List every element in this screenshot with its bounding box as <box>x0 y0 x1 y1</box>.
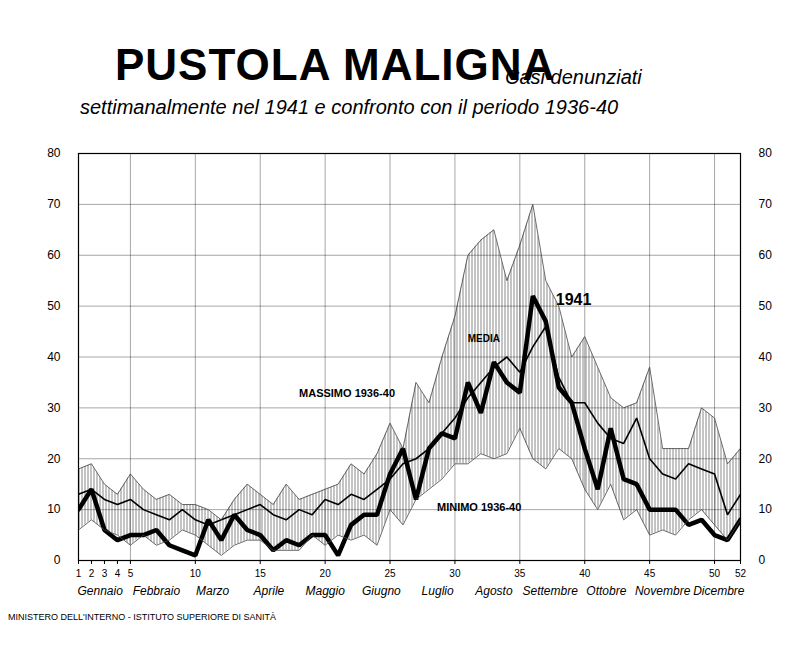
svg-text:30: 30 <box>47 401 61 415</box>
svg-text:50: 50 <box>47 299 61 313</box>
svg-text:10: 10 <box>759 502 773 516</box>
svg-text:20: 20 <box>47 452 61 466</box>
svg-text:Gennaio: Gennaio <box>77 584 123 598</box>
svg-text:1941: 1941 <box>556 291 592 308</box>
html-text:MINISTERO DELL'INTERNO - ISTIT: MINISTERO DELL'INTERNO - ISTITUTO SUPERI… <box>8 612 277 622</box>
svg-text:Ottobre: Ottobre <box>586 584 626 598</box>
svg-text:20: 20 <box>320 568 332 579</box>
svg-text:15: 15 <box>255 568 267 579</box>
svg-text:25: 25 <box>384 568 396 579</box>
svg-text:60: 60 <box>759 248 773 262</box>
svg-text:30: 30 <box>449 568 461 579</box>
svg-text:70: 70 <box>759 197 773 211</box>
svg-text:80: 80 <box>759 146 773 160</box>
svg-text:40: 40 <box>579 568 591 579</box>
svg-text:Luglio: Luglio <box>422 584 454 598</box>
svg-text:20: 20 <box>759 452 773 466</box>
svg-text:4: 4 <box>115 568 121 579</box>
svg-text:Settembre: Settembre <box>522 584 578 598</box>
svg-text:Giugno: Giugno <box>362 584 401 598</box>
svg-text:70: 70 <box>47 197 61 211</box>
svg-text:45: 45 <box>644 568 656 579</box>
svg-text:30: 30 <box>759 401 773 415</box>
svg-text:1: 1 <box>76 568 82 579</box>
svg-text:Aprile: Aprile <box>253 584 285 598</box>
html-text:Casi denunziati settimanalment: Casi denunziati settimanalmente nel 1941… <box>80 66 642 118</box>
svg-text:35: 35 <box>514 568 526 579</box>
svg-text:Dicembre: Dicembre <box>693 584 745 598</box>
svg-text:60: 60 <box>47 248 61 262</box>
svg-text:Maggio: Maggio <box>305 584 345 598</box>
svg-text:MINIMO 1936-40: MINIMO 1936-40 <box>437 501 521 513</box>
svg-text:80: 80 <box>47 146 61 160</box>
svg-text:MASSIMO 1936-40: MASSIMO 1936-40 <box>299 387 395 399</box>
svg-text:0: 0 <box>759 553 766 567</box>
svg-text:2: 2 <box>89 568 95 579</box>
html-text:PUSTOLA MALIGNA: PUSTOLA MALIGNA <box>115 40 556 89</box>
svg-text:Novembre: Novembre <box>635 584 691 598</box>
svg-text:50: 50 <box>709 568 721 579</box>
svg-text:10: 10 <box>47 502 61 516</box>
svg-text:40: 40 <box>759 350 773 364</box>
svg-text:MEDIA: MEDIA <box>468 333 500 344</box>
svg-text:Agosto: Agosto <box>474 584 513 598</box>
svg-text:40: 40 <box>47 350 61 364</box>
svg-text:50: 50 <box>759 299 773 313</box>
svg-text:3: 3 <box>102 568 108 579</box>
svg-text:52: 52 <box>735 568 747 579</box>
svg-text:Marzo: Marzo <box>196 584 230 598</box>
svg-text:10: 10 <box>190 568 202 579</box>
svg-text:5: 5 <box>128 568 134 579</box>
svg-text:Febbraio: Febbraio <box>133 584 181 598</box>
svg-text:0: 0 <box>54 553 61 567</box>
